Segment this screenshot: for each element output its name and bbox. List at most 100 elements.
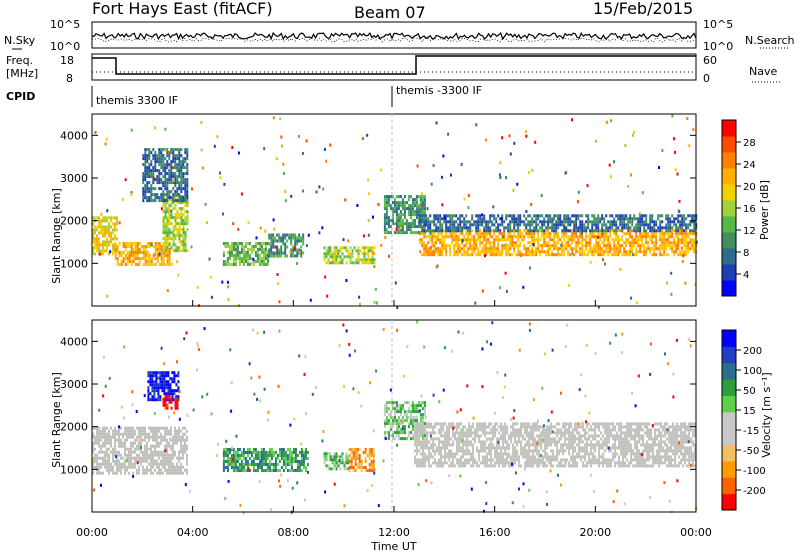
range-cell — [182, 427, 184, 430]
range-cell — [665, 217, 667, 220]
range-cell — [565, 241, 567, 244]
range-cell — [408, 198, 410, 201]
range-cell — [483, 229, 485, 232]
range-cell — [251, 460, 253, 463]
range-cell — [160, 439, 162, 442]
range-cell — [545, 229, 547, 232]
range-cell — [133, 251, 135, 254]
range-cell — [231, 466, 233, 469]
range-cell — [288, 234, 290, 237]
range-cell — [166, 472, 168, 475]
range-cell — [180, 175, 182, 178]
range-cell — [464, 425, 466, 428]
range-cell — [459, 214, 461, 217]
range-cell — [293, 448, 295, 451]
range-cell — [299, 460, 301, 463]
range-cell — [243, 466, 245, 469]
range-cell — [683, 244, 685, 247]
range-cell — [567, 241, 569, 244]
range-cell — [247, 460, 249, 463]
range-cell — [609, 214, 611, 217]
range-cell — [541, 247, 543, 250]
range-cell — [441, 217, 443, 220]
range-cell — [549, 214, 551, 217]
range-cell — [410, 231, 412, 234]
range-cell — [510, 425, 512, 428]
range-cell — [629, 241, 631, 244]
range-cell — [172, 445, 174, 448]
noise-cell — [275, 246, 277, 249]
range-cell — [492, 446, 494, 449]
range-cell — [126, 448, 128, 451]
range-cell — [424, 458, 426, 461]
range-cell — [468, 461, 470, 464]
range-cell — [659, 214, 661, 217]
range-cell — [414, 204, 416, 207]
range-cell — [547, 250, 549, 253]
range-cell — [128, 448, 130, 451]
range-cell — [483, 232, 485, 235]
range-cell — [490, 428, 492, 431]
range-cell — [437, 253, 439, 256]
range-cell — [484, 440, 486, 443]
noise-cell — [372, 251, 374, 254]
range-cell — [340, 261, 342, 264]
range-cell — [404, 413, 406, 416]
range-cell — [172, 172, 174, 175]
range-cell — [119, 254, 121, 257]
range-cell — [163, 371, 165, 374]
range-cell — [278, 255, 280, 258]
range-cell — [525, 232, 527, 235]
range-cell — [661, 244, 663, 247]
range-cell — [462, 461, 464, 464]
range-cell — [185, 204, 187, 207]
range-cell — [283, 460, 285, 463]
range-cell — [334, 458, 336, 461]
range-cell — [237, 451, 239, 454]
range-cell — [336, 452, 338, 455]
range-cell — [494, 461, 496, 464]
range-cell — [557, 232, 559, 235]
range-cell — [110, 231, 112, 234]
range-cell — [128, 457, 130, 460]
range-cell — [384, 198, 386, 201]
range-cell — [679, 220, 681, 223]
range-cell — [553, 229, 555, 232]
range-cell — [150, 160, 152, 163]
range-cell — [482, 446, 484, 449]
range-cell — [138, 445, 140, 448]
range-cell — [553, 238, 555, 241]
range-cell — [517, 223, 519, 226]
range-cell — [472, 443, 474, 446]
range-cell — [492, 464, 494, 467]
range-cell — [577, 238, 579, 241]
range-cell — [292, 255, 294, 258]
range-cell — [460, 461, 462, 464]
range-cell — [617, 241, 619, 244]
range-cell — [539, 253, 541, 256]
range-cell — [459, 247, 461, 250]
range-cell — [187, 204, 189, 207]
range-cell — [174, 184, 176, 187]
range-cell — [253, 457, 255, 460]
range-cell — [162, 148, 164, 151]
noise-cell — [316, 190, 318, 193]
range-cell — [438, 446, 440, 449]
range-cell — [94, 237, 96, 240]
range-cell — [373, 457, 375, 460]
range-cell — [623, 214, 625, 217]
range-cell — [249, 451, 251, 454]
range-cell — [472, 422, 474, 425]
range-cell — [145, 251, 147, 254]
range-cell — [156, 178, 158, 181]
range-cell — [245, 254, 247, 257]
range-cell — [185, 210, 187, 213]
noise-cell — [173, 179, 175, 182]
range-cell — [386, 407, 388, 410]
range-cell — [182, 451, 184, 454]
range-cell — [157, 386, 159, 389]
range-cell — [162, 439, 164, 442]
noise-cell — [227, 298, 229, 301]
range-cell — [667, 244, 669, 247]
range-cell — [434, 461, 436, 464]
